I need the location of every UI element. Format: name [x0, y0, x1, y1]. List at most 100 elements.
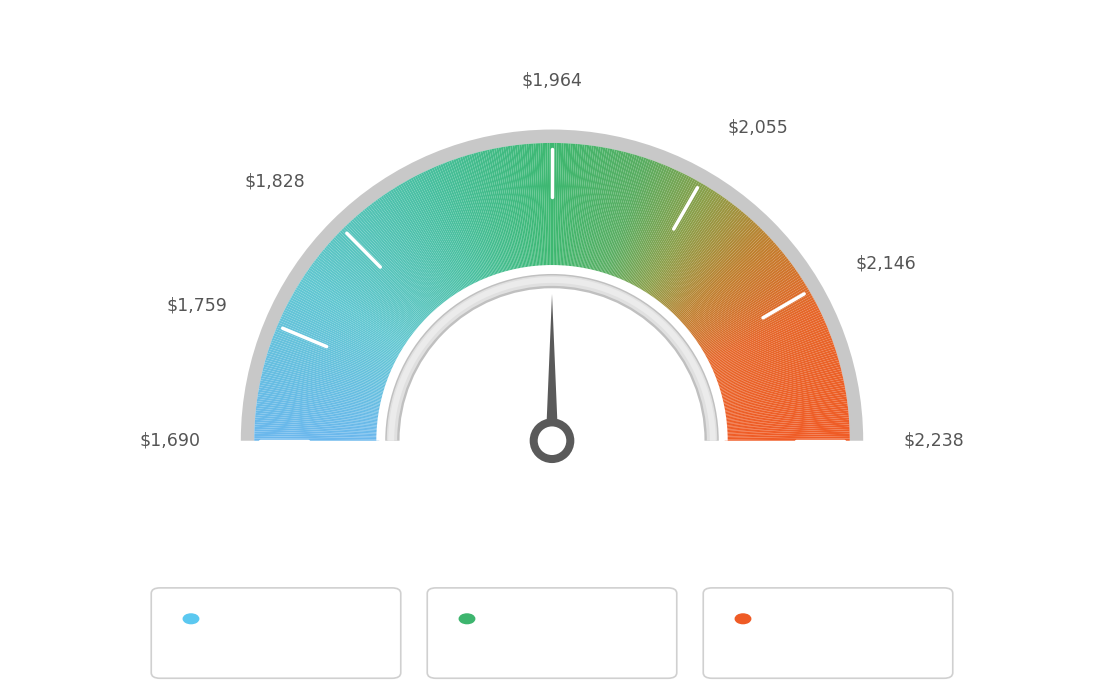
Wedge shape	[722, 392, 846, 414]
Wedge shape	[587, 149, 615, 272]
Wedge shape	[272, 340, 390, 384]
Wedge shape	[669, 222, 756, 315]
Wedge shape	[266, 355, 386, 393]
Wedge shape	[375, 200, 450, 302]
Wedge shape	[652, 199, 728, 301]
Wedge shape	[574, 146, 592, 270]
Wedge shape	[501, 147, 523, 270]
Wedge shape	[550, 143, 552, 268]
Wedge shape	[604, 157, 644, 277]
Wedge shape	[712, 329, 829, 377]
Wedge shape	[456, 158, 497, 277]
Wedge shape	[254, 431, 380, 437]
Circle shape	[530, 418, 574, 463]
Wedge shape	[601, 155, 637, 275]
Wedge shape	[299, 281, 406, 349]
Wedge shape	[294, 291, 403, 355]
Wedge shape	[267, 353, 386, 391]
Wedge shape	[719, 362, 840, 397]
Wedge shape	[608, 159, 650, 278]
Wedge shape	[256, 406, 381, 422]
Wedge shape	[724, 426, 850, 434]
Wedge shape	[583, 148, 608, 271]
Wedge shape	[491, 148, 518, 272]
Wedge shape	[522, 144, 535, 269]
Text: $1,964: $1,964	[521, 71, 583, 89]
Wedge shape	[429, 168, 482, 284]
Wedge shape	[657, 204, 734, 304]
Wedge shape	[413, 177, 473, 288]
Wedge shape	[659, 207, 739, 306]
Wedge shape	[651, 197, 725, 300]
Wedge shape	[331, 239, 425, 324]
Wedge shape	[631, 177, 691, 288]
Wedge shape	[381, 196, 454, 299]
Wedge shape	[291, 295, 402, 357]
Wedge shape	[254, 426, 380, 434]
Wedge shape	[383, 195, 455, 299]
Wedge shape	[333, 237, 426, 324]
Wedge shape	[635, 180, 698, 290]
Wedge shape	[698, 281, 805, 349]
Wedge shape	[489, 149, 517, 272]
Wedge shape	[257, 397, 381, 416]
Wedge shape	[270, 342, 389, 385]
Wedge shape	[562, 144, 571, 268]
Wedge shape	[724, 429, 850, 435]
Wedge shape	[594, 152, 626, 273]
Wedge shape	[724, 424, 849, 433]
Wedge shape	[618, 166, 668, 282]
Wedge shape	[304, 275, 408, 346]
Wedge shape	[262, 373, 384, 403]
Wedge shape	[329, 242, 423, 326]
Wedge shape	[360, 211, 442, 308]
Wedge shape	[262, 371, 384, 402]
Wedge shape	[718, 353, 837, 391]
Wedge shape	[256, 401, 381, 419]
Wedge shape	[598, 154, 635, 275]
Wedge shape	[713, 335, 831, 381]
Wedge shape	[720, 371, 842, 402]
Wedge shape	[261, 376, 383, 404]
Wedge shape	[286, 306, 399, 364]
Wedge shape	[263, 369, 384, 400]
Wedge shape	[467, 155, 503, 275]
Wedge shape	[709, 316, 824, 370]
Wedge shape	[612, 161, 657, 279]
Wedge shape	[255, 422, 380, 431]
Wedge shape	[316, 258, 415, 336]
Wedge shape	[721, 378, 843, 406]
Wedge shape	[713, 333, 830, 380]
Wedge shape	[619, 166, 670, 282]
Wedge shape	[616, 164, 664, 281]
Wedge shape	[274, 333, 391, 380]
Wedge shape	[658, 206, 736, 305]
Wedge shape	[445, 162, 491, 279]
Wedge shape	[577, 146, 598, 270]
Wedge shape	[689, 258, 788, 336]
Wedge shape	[404, 181, 468, 290]
Wedge shape	[684, 249, 782, 331]
Wedge shape	[385, 274, 719, 441]
Wedge shape	[406, 180, 469, 290]
Wedge shape	[643, 187, 710, 294]
Wedge shape	[711, 324, 827, 375]
Wedge shape	[563, 144, 573, 268]
Wedge shape	[724, 431, 850, 437]
Wedge shape	[603, 156, 641, 276]
Wedge shape	[255, 413, 380, 426]
Wedge shape	[487, 150, 516, 272]
Wedge shape	[471, 153, 507, 275]
Wedge shape	[325, 247, 421, 330]
Wedge shape	[617, 165, 666, 281]
Wedge shape	[704, 302, 816, 361]
Wedge shape	[392, 188, 460, 295]
Wedge shape	[723, 401, 848, 419]
Wedge shape	[582, 148, 605, 270]
Wedge shape	[458, 157, 499, 277]
Wedge shape	[258, 392, 382, 414]
Text: ($1,964): ($1,964)	[514, 643, 590, 661]
Polygon shape	[545, 294, 559, 450]
Wedge shape	[386, 192, 457, 297]
Wedge shape	[268, 348, 388, 388]
